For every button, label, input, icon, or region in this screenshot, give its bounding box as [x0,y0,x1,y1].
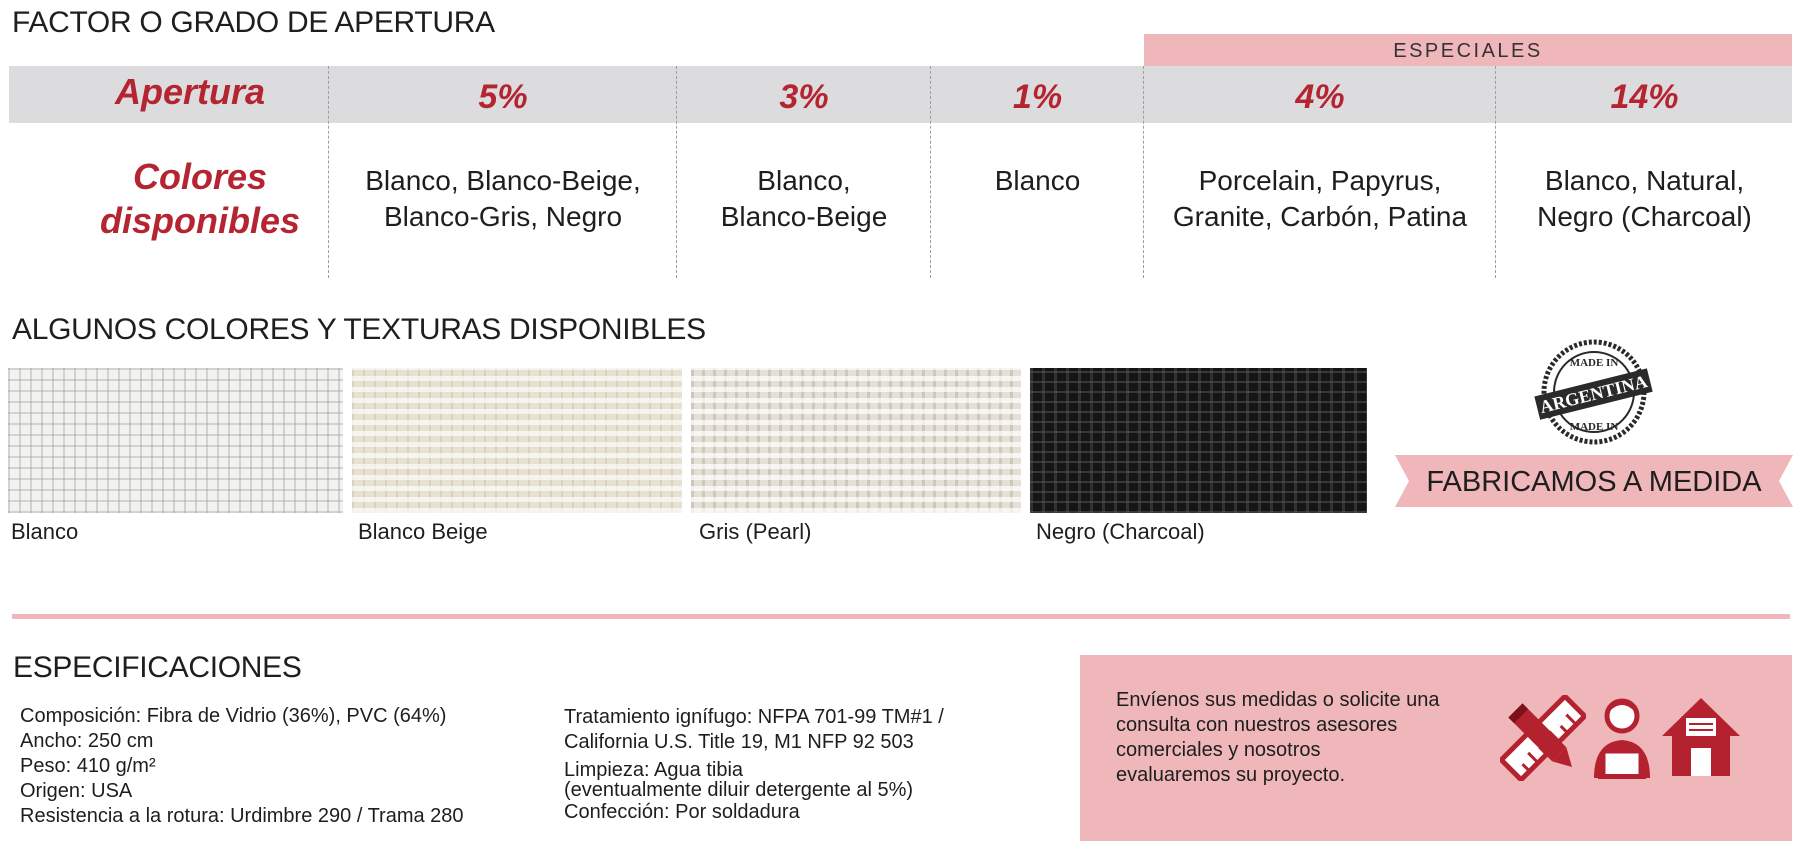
swatch-blanco-beige [352,368,682,513]
color-line: Blanco-Beige [720,201,888,232]
apertura-pct-3: 3% [779,78,829,116]
house-icon [1662,698,1740,776]
column-divider [1495,66,1496,278]
color-line: Porcelain, Papyrus, [1198,165,1442,196]
column-divider [930,66,931,278]
seal-bottom-text: MADE IN [1570,421,1619,433]
colors-cell-3: Blanco, Blanco-Beige [678,163,930,235]
advisor-icon [1594,698,1650,779]
contact-line: comerciales y nosotros [1116,739,1321,761]
color-line: Blanco-Gris, Negro [383,201,623,232]
contact-line: Envíenos sus medidas o solicite una [1116,689,1440,711]
colors-cell-4: Porcelain, Papyrus, Granite, Carbón, Pat… [1145,163,1495,235]
ribbon-text: FABRICAMOS A MEDIDA [1426,466,1762,498]
apertura-header-label: Apertura [114,71,266,112]
spec-line: Origen: USA [20,780,133,802]
textures-title: ALGUNOS COLORES Y TEXTURAS DISPONIBLES [12,313,706,346]
swatch-label: Negro (Charcoal) [1036,519,1205,544]
ribbon-shape [1395,455,1793,507]
contact-line: evaluaremos su proyecto. [1116,764,1346,786]
colors-row-label: Colores disponibles [50,155,350,243]
spec-line: Confección: Por soldadura [564,801,800,823]
color-line: Blanco, [757,165,851,196]
apertura-title: FACTOR O GRADO DE APERTURA [12,6,495,39]
colors-label-line: Colores [132,156,268,197]
contact-text: Envíenos sus medidas o solicite una cons… [1116,688,1496,788]
spec-line: Composición: Fibra de Vidrio (36%), PVC … [20,705,447,727]
ruler-pencil-icon [1500,695,1586,781]
section-divider [12,614,1790,619]
header-band [9,66,1792,123]
colors-cell-1: Blanco [932,163,1143,199]
spec-line: Limpieza: Agua tibia [564,759,744,781]
spec-line: Tratamiento ignífugo: NFPA 701-99 TM#1 / [564,706,944,728]
swatch-label: Gris (Pearl) [699,519,812,544]
color-line: Negro (Charcoal) [1537,201,1752,232]
spec-line: Peso: 410 g/m² [20,755,156,777]
spec-line: Resistencia a la rotura: Urdimbre 290 / … [20,805,464,827]
color-line: Granite, Carbón, Patina [1172,201,1468,232]
contact-line: consulta con nuestros asesores [1116,714,1398,736]
spec-line: Ancho: 250 cm [20,730,154,752]
apertura-pct-1: 1% [1012,78,1063,116]
apertura-pct-14: 14% [1610,78,1679,116]
swatch-negro-charcoal [1030,368,1367,513]
colors-cell-5: Blanco, Blanco-Beige, Blanco-Gris, Negro [330,163,676,235]
specs-title: ESPECIFICACIONES [13,651,302,684]
color-line: Blanco [994,165,1081,196]
apertura-pct-4: 4% [1295,78,1345,116]
specs-left-column: Composición: Fibra de Vidrio (36%), PVC … [20,704,464,829]
spec-line: (eventualmente diluir detergente al 5%) [564,779,914,801]
swatch-label: Blanco Beige [358,519,488,544]
column-divider [328,66,329,278]
made-in-argentina-seal: MADE IN ARGENTINA MADE IN [1534,339,1653,445]
specs-right-column: Tratamiento ignífugo: NFPA 701-99 TM#1 /… [564,705,944,825]
swatch-blanco [8,368,343,513]
colors-label-line: disponibles [99,200,301,241]
seal-top-text: MADE IN [1570,357,1619,369]
spec-line: California U.S. Title 19, M1 NFP 92 503 [564,731,914,753]
apertura-pct-5: 5% [478,78,528,116]
especiales-band: ESPECIALES [1144,34,1792,66]
colors-cell-14: Blanco, Natural, Negro (Charcoal) [1497,163,1792,235]
column-divider [676,66,677,278]
swatch-label: Blanco [11,519,79,544]
column-divider [1143,66,1144,278]
color-line: Blanco, Blanco-Beige, [365,165,641,196]
color-line: Blanco, Natural, [1544,165,1745,196]
swatch-gris-pearl [691,368,1021,513]
